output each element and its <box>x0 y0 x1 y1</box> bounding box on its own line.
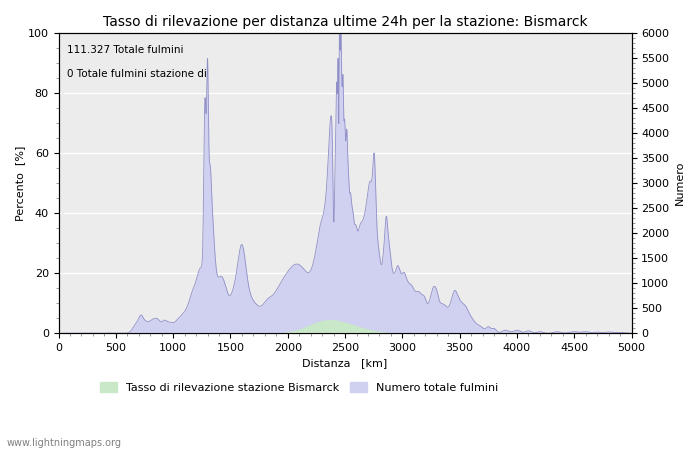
Text: www.lightningmaps.org: www.lightningmaps.org <box>7 438 122 448</box>
Legend: Tasso di rilevazione stazione Bismarck, Numero totale fulmini: Tasso di rilevazione stazione Bismarck, … <box>96 378 503 397</box>
X-axis label: Distanza   [km]: Distanza [km] <box>302 359 388 369</box>
Y-axis label: Percento  [%]: Percento [%] <box>15 145 25 221</box>
Text: 0 Totale fulmini stazione di: 0 Totale fulmini stazione di <box>67 69 207 79</box>
Text: 111.327 Totale fulmini: 111.327 Totale fulmini <box>67 45 183 55</box>
Title: Tasso di rilevazione per distanza ultime 24h per la stazione: Bismarck: Tasso di rilevazione per distanza ultime… <box>103 15 587 29</box>
Y-axis label: Numero: Numero <box>675 161 685 205</box>
